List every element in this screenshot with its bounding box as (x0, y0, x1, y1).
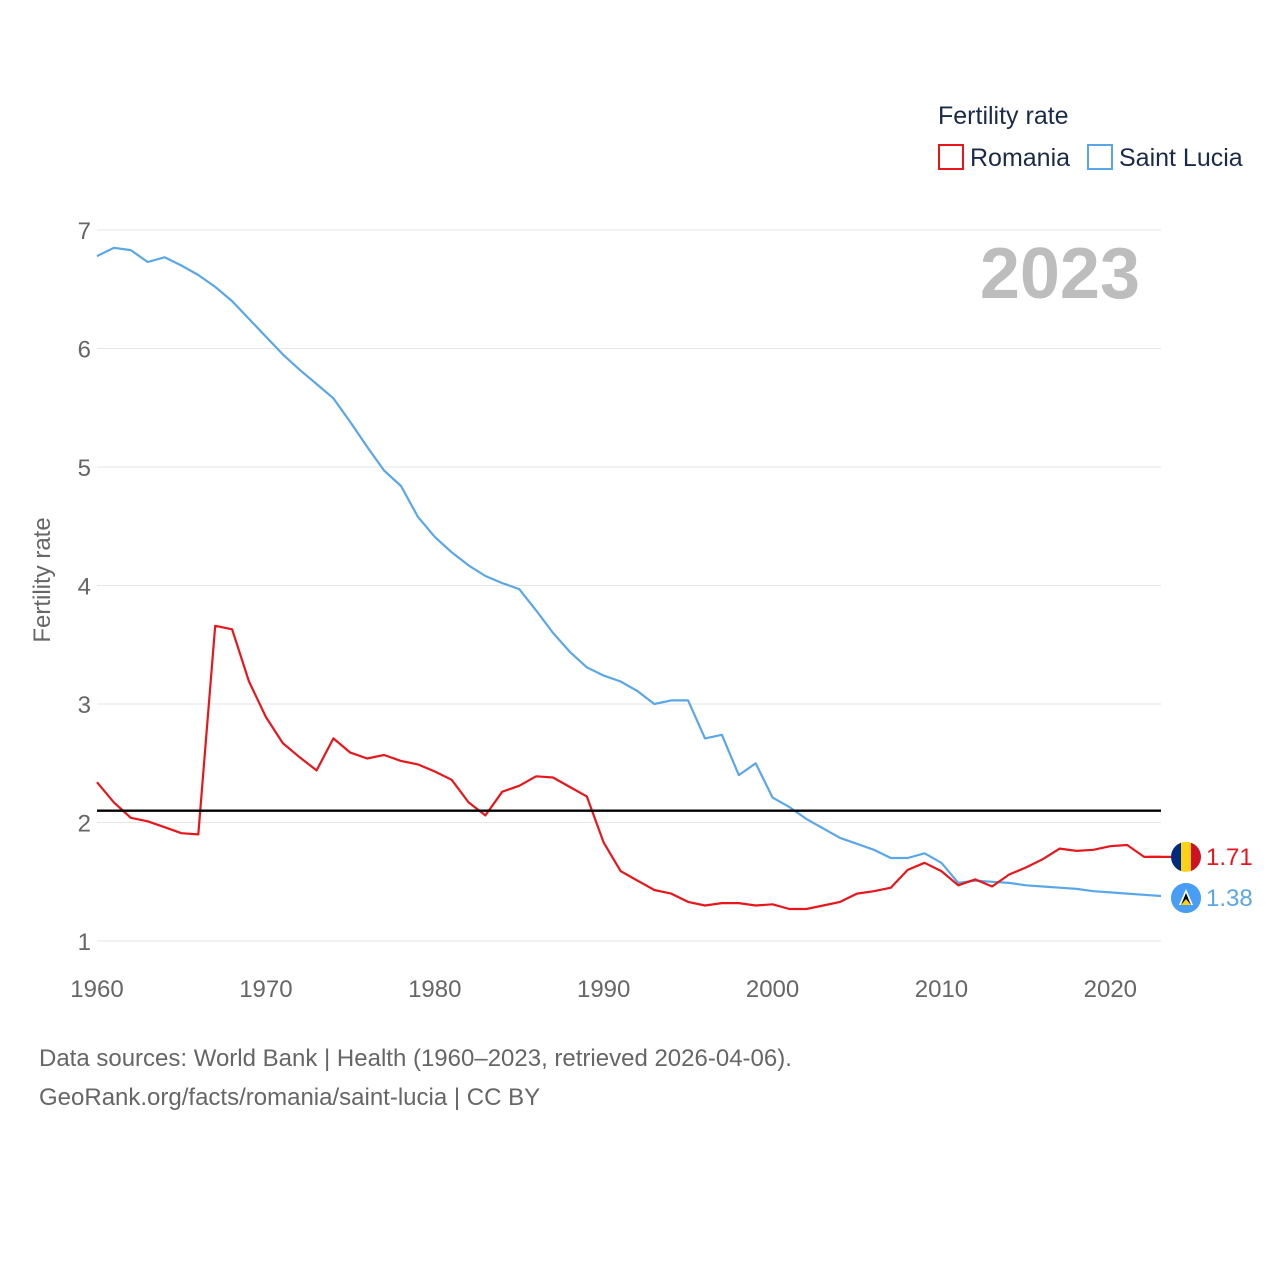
footer-sources: Data sources: World Bank | Health (1960–… (39, 1045, 792, 1072)
legend-swatch-saint-lucia (1087, 144, 1113, 170)
x-axis-ticks: 1960 1970 1980 1990 2000 2010 2020 (70, 976, 1137, 1003)
y-tick-label-3: 3 (78, 692, 91, 719)
y-axis-title: Fertility rate (29, 517, 56, 642)
x-tick-label-1970: 1970 (239, 976, 292, 1003)
y-axis-ticks: 1 2 3 4 5 6 7 (78, 218, 91, 956)
romania-flag-yellow (1181, 841, 1191, 872)
romania-flag-red (1191, 841, 1201, 872)
saint-lucia-flag-gold-triangle (1181, 898, 1191, 905)
legend-label-romania: Romania (970, 144, 1070, 172)
x-tick-label-1990: 1990 (577, 976, 630, 1003)
saint-lucia-flag-icon (1171, 882, 1201, 913)
saint-lucia-end-value: 1.38 (1206, 885, 1253, 912)
x-tick-label-1960: 1960 (70, 976, 123, 1003)
x-tick-label-2000: 2000 (746, 976, 799, 1003)
y-tick-label-1: 1 (78, 929, 91, 956)
legend-item-romania[interactable]: Romania (938, 144, 1070, 172)
end-markers: 1.71 1.38 (1149, 841, 1253, 913)
legend-title: Fertility rate (938, 102, 1069, 130)
legend-label-saint-lucia: Saint Lucia (1119, 144, 1243, 172)
line-chart: 1 2 3 4 5 6 7 1960 1970 1980 1990 2000 2010 2020 202… (29, 102, 1253, 1003)
romania-end-value: 1.71 (1206, 844, 1253, 871)
legend-item-saint-lucia[interactable]: Saint Lucia (1087, 144, 1243, 172)
y-tick-label-2: 2 (78, 811, 91, 838)
x-tick-label-2010: 2010 (915, 976, 968, 1003)
legend-swatch-romania (938, 144, 964, 170)
y-tick-label-7: 7 (78, 218, 91, 245)
series-line-romania (96, 624, 1161, 911)
series-line-saint-lucia (96, 246, 1162, 898)
y-tick-label-5: 5 (78, 455, 91, 482)
romania-flag-blue (1171, 841, 1181, 872)
series-layer (96, 246, 1162, 911)
year-label: 2023 (980, 234, 1140, 314)
x-tick-label-2020: 2020 (1084, 976, 1137, 1003)
legend: Fertility rate Romania Saint Lucia (938, 102, 1243, 172)
y-tick-label-6: 6 (78, 337, 91, 364)
y-tick-label-4: 4 (78, 574, 91, 601)
grid-lines (97, 229, 1161, 942)
x-tick-label-1980: 1980 (408, 976, 461, 1003)
romania-flag-icon (1171, 841, 1201, 872)
footer-credit[interactable]: GeoRank.org/facts/romania/saint-lucia | … (39, 1084, 541, 1111)
